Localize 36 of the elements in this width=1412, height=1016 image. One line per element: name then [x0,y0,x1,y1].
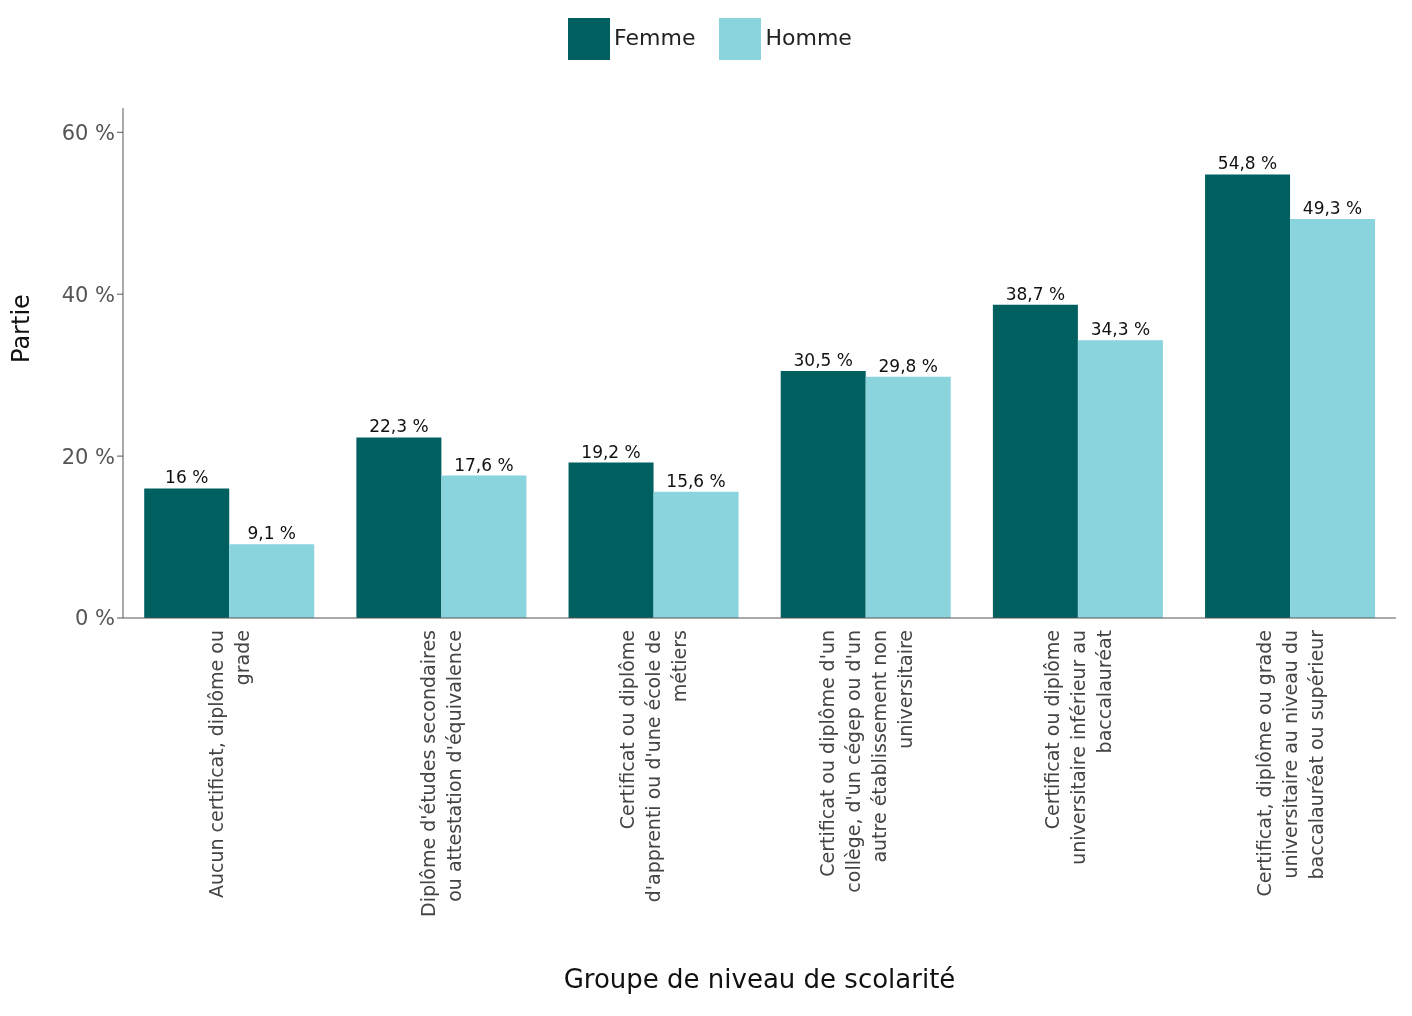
bar [865,376,951,618]
y-tick-label: 20 % [61,444,115,469]
y-tick-label: 60 % [61,120,115,145]
data-label: 15,6 % [666,470,726,491]
data-label: 49,3 % [1302,197,1363,218]
data-label: 30,5 % [793,350,853,371]
x-tick-label: Certificat ou diplôme universitaire inférieur au baccalauréat [1040,630,1115,865]
bar [356,437,442,618]
data-label: 17,6 % [454,454,514,475]
data-label: 22,3 % [369,416,429,437]
legend-label: Homme [765,25,852,50]
x-tick-label: Aucun certificat, diplôme ou grade [205,630,254,899]
data-label: 9,1 % [247,523,297,544]
data-label: 29,8 % [878,355,938,376]
bar [1290,218,1376,618]
bar [1077,340,1163,618]
data-label: 16 % [165,467,209,488]
y-tick-label: 0 % [75,606,115,631]
bar [441,475,527,618]
bar [568,462,654,618]
x-axis-title: Groupe de niveau de scolarité [563,964,956,994]
bar [992,304,1078,618]
data-label: 54,8 % [1217,153,1278,174]
data-label: 38,7 % [1005,283,1066,304]
y-tick-label: 40 % [61,282,115,307]
data-label: 34,3 % [1090,319,1151,340]
data-label: 19,2 % [581,441,641,462]
legend-label: Femme [614,25,696,50]
bar [653,491,739,618]
bar [1205,174,1291,618]
y-axis-title: Partie [6,294,35,363]
x-tick-label: Certificat ou diplôme d'un collège, d'un cégep ou d'un autre établissement non universitaire [815,630,916,893]
bar [144,488,230,618]
x-tick-label: Certificat ou diplôme d'apprenti ou d'une école de métiers [616,630,691,903]
bar [780,371,866,618]
bar [229,544,315,618]
